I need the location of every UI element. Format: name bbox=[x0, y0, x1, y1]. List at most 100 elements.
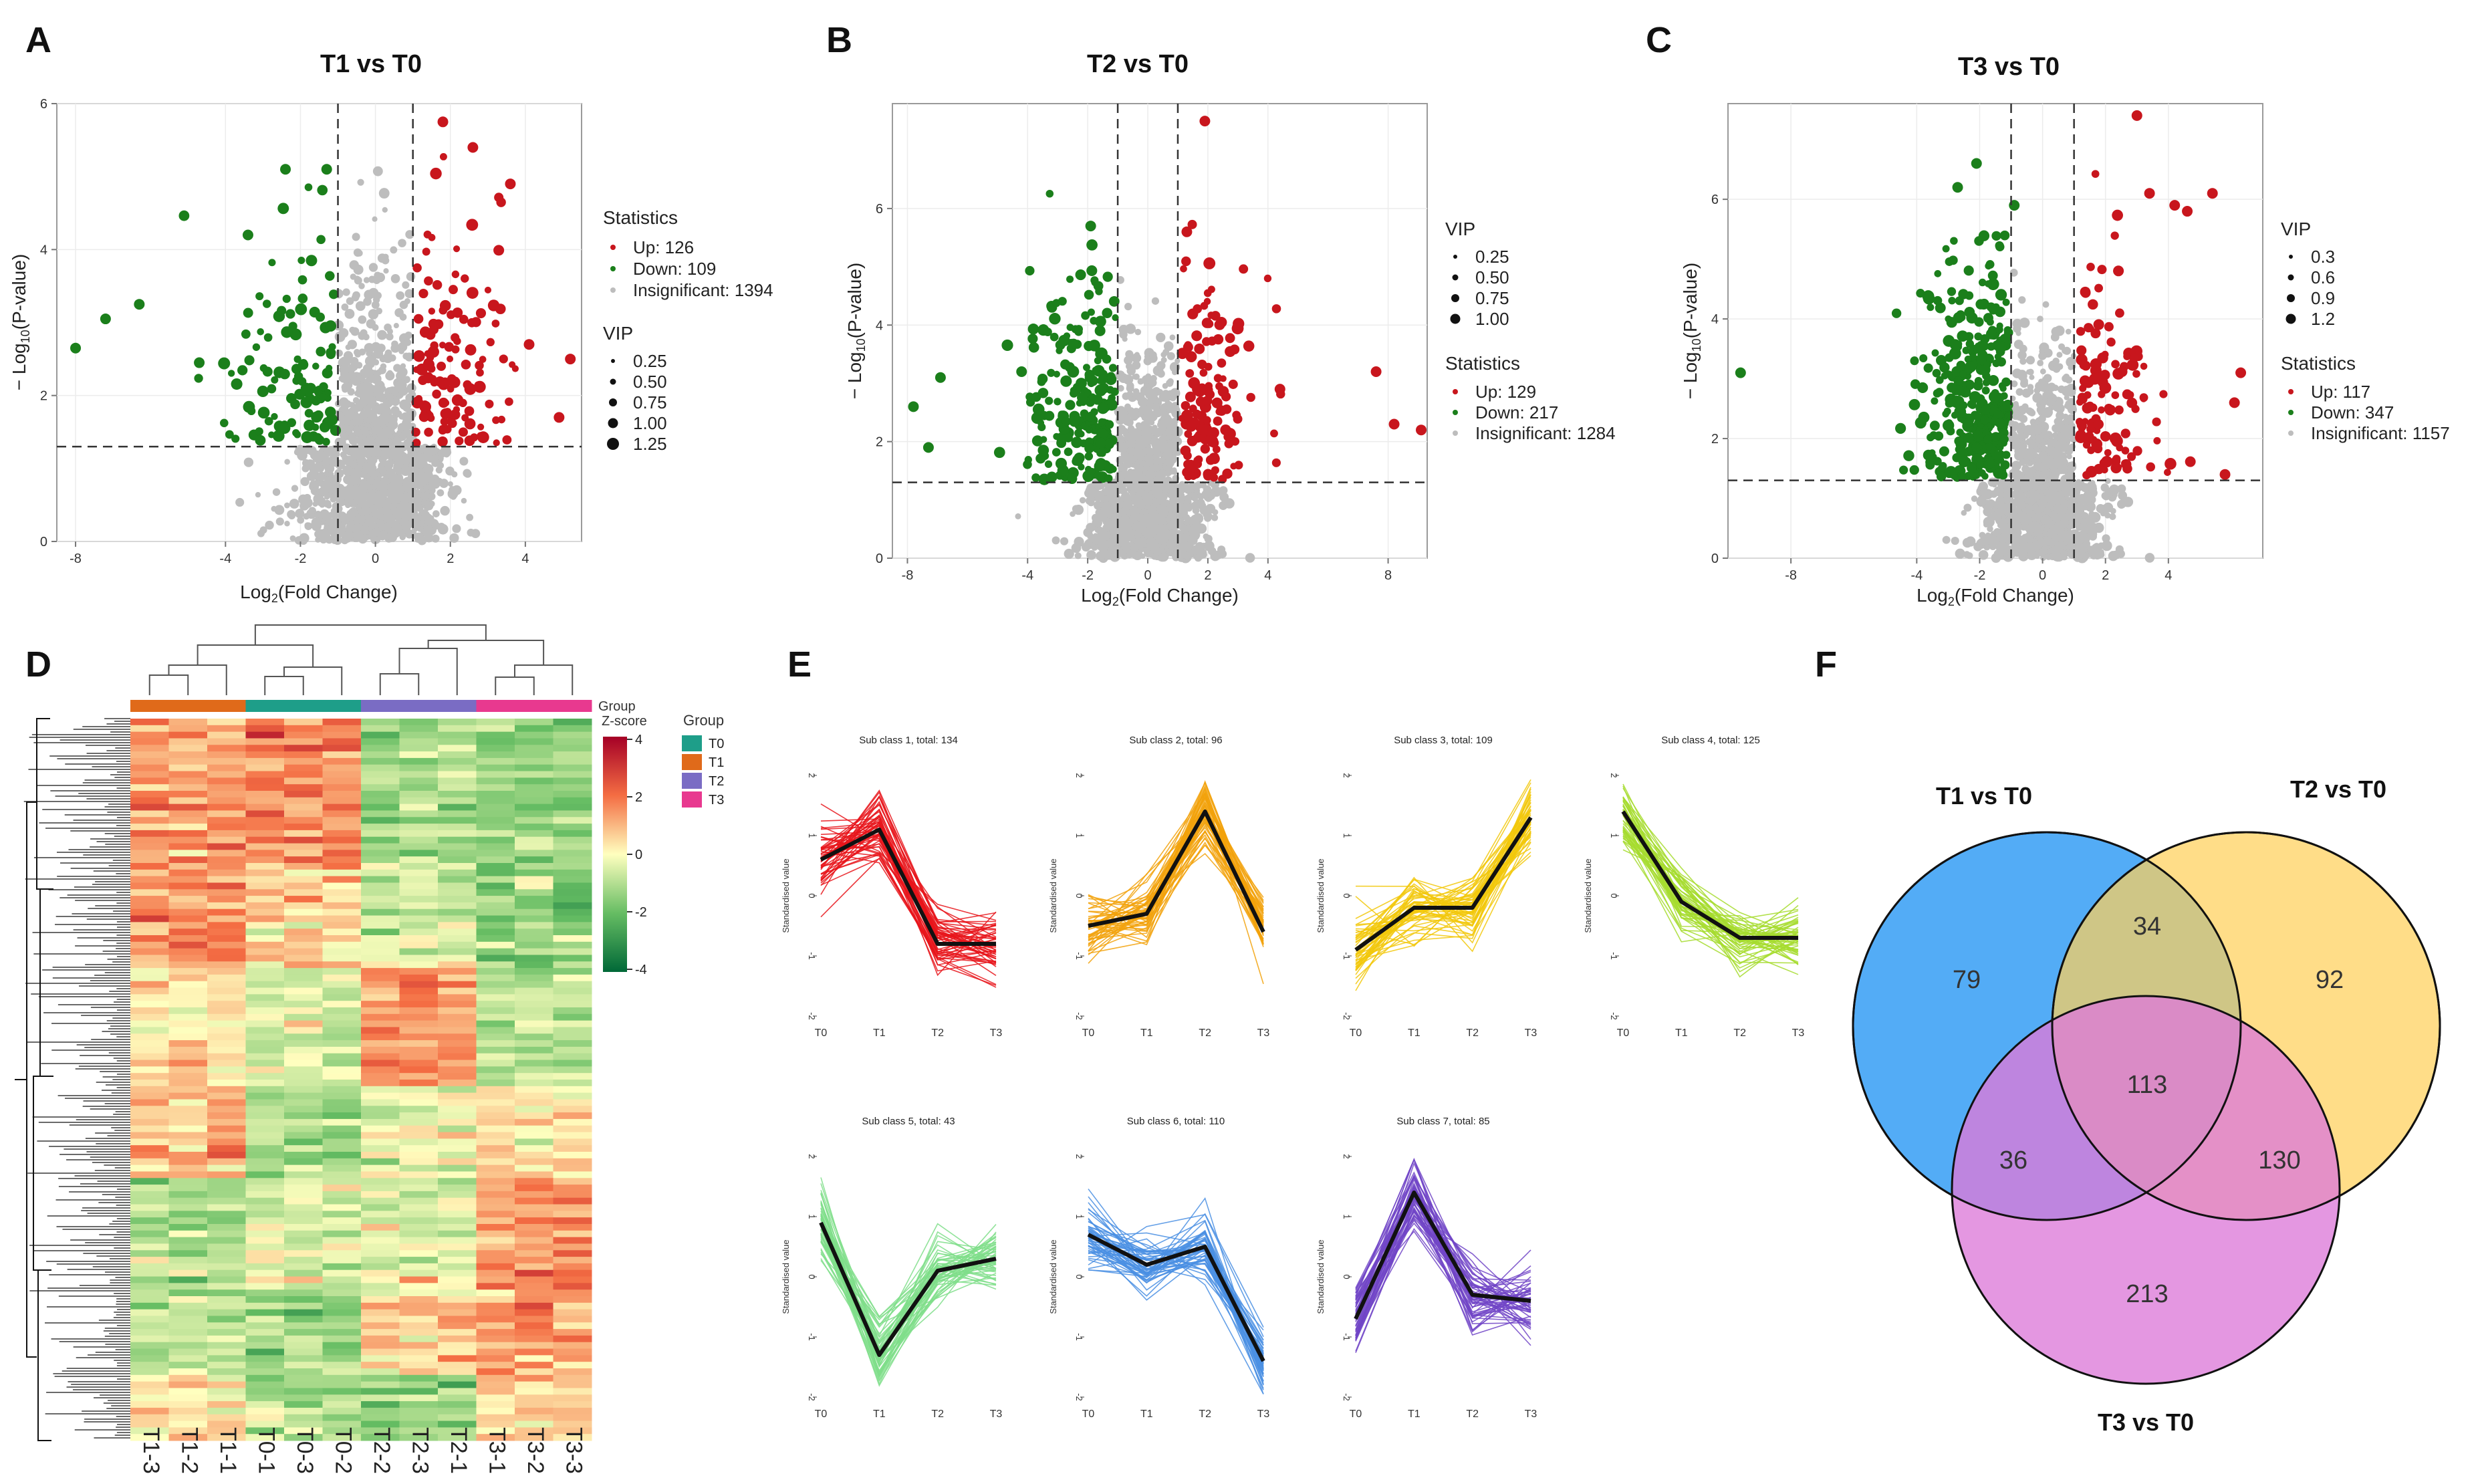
insignificant-point bbox=[353, 523, 362, 531]
down-regulated-point bbox=[1949, 339, 1961, 350]
volcano-b-legend-down-dot bbox=[1453, 410, 1458, 415]
insignificant-point bbox=[1123, 456, 1134, 467]
volcano-a-vip-dot-5 bbox=[607, 438, 619, 450]
x-tick-label: 0 bbox=[1144, 568, 1151, 583]
down-regulated-point bbox=[1085, 412, 1095, 422]
up-regulated-point bbox=[465, 344, 477, 356]
insignificant-point bbox=[1166, 483, 1172, 490]
volcano-b-vip-dot-3 bbox=[1451, 294, 1459, 302]
insignificant-point bbox=[1164, 445, 1172, 453]
up-regulated-point bbox=[437, 361, 447, 371]
insignificant-point bbox=[402, 482, 413, 493]
insignificant-point bbox=[1153, 408, 1162, 418]
insignificant-point bbox=[420, 492, 429, 501]
down-regulated-point bbox=[1950, 237, 1958, 245]
insignificant-point bbox=[342, 288, 350, 296]
down-regulated-point bbox=[1927, 433, 1935, 442]
insignificant-point bbox=[1148, 420, 1155, 426]
insignificant-point bbox=[2041, 450, 2047, 456]
insignificant-point bbox=[386, 333, 394, 341]
down-regulated-point bbox=[1032, 403, 1045, 416]
down-regulated-point bbox=[1947, 287, 1957, 296]
insignificant-point bbox=[1203, 514, 1212, 522]
down-regulated-point bbox=[1978, 469, 1986, 477]
up-regulated-point bbox=[467, 318, 477, 328]
volcano-b-legend-down: Down: 217 bbox=[1475, 402, 1558, 422]
insignificant-point bbox=[341, 303, 349, 311]
insignificant-point bbox=[1163, 341, 1174, 352]
up-regulated-point bbox=[1230, 463, 1237, 470]
insignificant-point bbox=[2044, 408, 2053, 416]
down-regulated-point bbox=[1057, 465, 1069, 477]
insignificant-point bbox=[339, 431, 347, 439]
insignificant-point bbox=[406, 272, 416, 281]
down-regulated-point bbox=[1985, 328, 1997, 340]
insignificant-point bbox=[284, 502, 290, 509]
insignificant-point bbox=[275, 517, 284, 526]
up-regulated-point bbox=[1203, 289, 1212, 297]
volcano-b-vip-title: VIP bbox=[1445, 219, 1475, 239]
up-regulated-point bbox=[438, 397, 449, 408]
insignificant-point bbox=[1160, 506, 1169, 514]
down-regulated-point bbox=[1982, 378, 1991, 386]
down-regulated-point bbox=[1963, 418, 1973, 428]
down-regulated-point bbox=[297, 256, 305, 265]
down-regulated-point bbox=[1995, 418, 2005, 428]
x-tick-label: 2 bbox=[447, 551, 454, 566]
insignificant-point bbox=[390, 502, 397, 509]
up-regulated-point bbox=[458, 427, 468, 437]
down-regulated-point bbox=[1102, 271, 1113, 282]
insignificant-point bbox=[2018, 502, 2026, 510]
insignificant-point bbox=[1191, 545, 1199, 553]
insignificant-point bbox=[360, 410, 368, 417]
insignificant-point bbox=[461, 497, 467, 504]
insignificant-point bbox=[396, 380, 407, 390]
down-regulated-point bbox=[1090, 316, 1098, 325]
insignificant-point bbox=[1190, 524, 1198, 532]
insignificant-point bbox=[466, 513, 474, 521]
down-regulated-point bbox=[1044, 410, 1055, 421]
insignificant-point bbox=[2018, 548, 2028, 558]
down-regulated-point bbox=[330, 424, 342, 437]
y-tick-label: 6 bbox=[876, 202, 883, 217]
insignificant-point bbox=[383, 268, 389, 274]
insignificant-point bbox=[324, 480, 331, 487]
insignificant-point bbox=[2018, 296, 2026, 304]
insignificant-point bbox=[355, 301, 366, 312]
insignificant-point bbox=[339, 486, 346, 493]
up-regulated-point bbox=[1225, 333, 1235, 344]
down-regulated-point bbox=[255, 292, 264, 301]
down-regulated-point bbox=[1988, 390, 2001, 403]
insignificant-point bbox=[2055, 479, 2065, 490]
insignificant-point bbox=[348, 433, 356, 443]
insignificant-point bbox=[334, 331, 346, 342]
down-regulated-point bbox=[268, 431, 275, 439]
up-regulated-point bbox=[499, 354, 508, 364]
down-regulated-point bbox=[1958, 455, 1970, 468]
insignificant-point bbox=[416, 526, 423, 532]
insignificant-point bbox=[440, 505, 450, 516]
insignificant-point bbox=[313, 483, 320, 489]
insignificant-point bbox=[404, 289, 414, 299]
down-regulated-point bbox=[1066, 275, 1074, 283]
insignificant-point bbox=[401, 412, 410, 421]
insignificant-point bbox=[368, 455, 378, 465]
up-regulated-point bbox=[2100, 430, 2111, 442]
down-regulated-point bbox=[1027, 334, 1038, 344]
down-regulated-point bbox=[1991, 378, 1998, 385]
insignificant-point bbox=[358, 283, 365, 289]
insignificant-point bbox=[312, 450, 321, 459]
up-regulated-point bbox=[1217, 358, 1227, 368]
insignificant-point bbox=[2061, 386, 2072, 396]
insignificant-point bbox=[402, 403, 411, 412]
insignificant-point bbox=[2043, 507, 2051, 515]
insignificant-point bbox=[2019, 358, 2027, 365]
up-regulated-point bbox=[1213, 334, 1224, 345]
panel-letter-c: C bbox=[1646, 20, 1672, 60]
insignificant-point bbox=[2029, 374, 2035, 380]
down-regulated-point bbox=[325, 271, 335, 281]
down-regulated-point bbox=[1037, 445, 1049, 456]
down-regulated-point bbox=[252, 343, 261, 351]
down-regulated-point bbox=[1948, 398, 1957, 407]
